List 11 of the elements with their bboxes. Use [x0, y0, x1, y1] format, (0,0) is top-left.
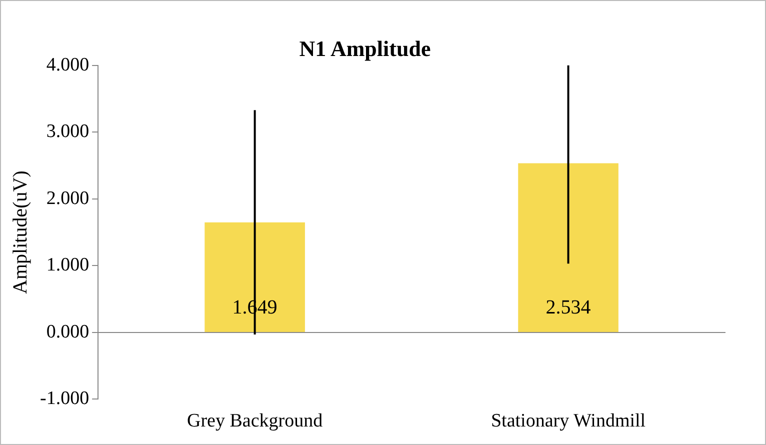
y-tick-label: -1.000: [40, 388, 90, 410]
y-tick-label: 1.000: [46, 254, 90, 276]
y-tick-label: 4.000: [46, 54, 90, 76]
y-axis-title: Amplitude(uV): [9, 170, 32, 294]
x-tick-label: Grey Background: [187, 410, 324, 432]
y-tick-label: 3.000: [46, 121, 90, 142]
data-label: 2.534: [546, 296, 591, 319]
y-tick-label: 2.000: [46, 188, 90, 209]
x-tick-label: Stationary Windmill: [490, 410, 646, 432]
chart-title: N1 Amplitude: [299, 36, 431, 61]
y-tick-label: 0.000: [46, 321, 90, 342]
